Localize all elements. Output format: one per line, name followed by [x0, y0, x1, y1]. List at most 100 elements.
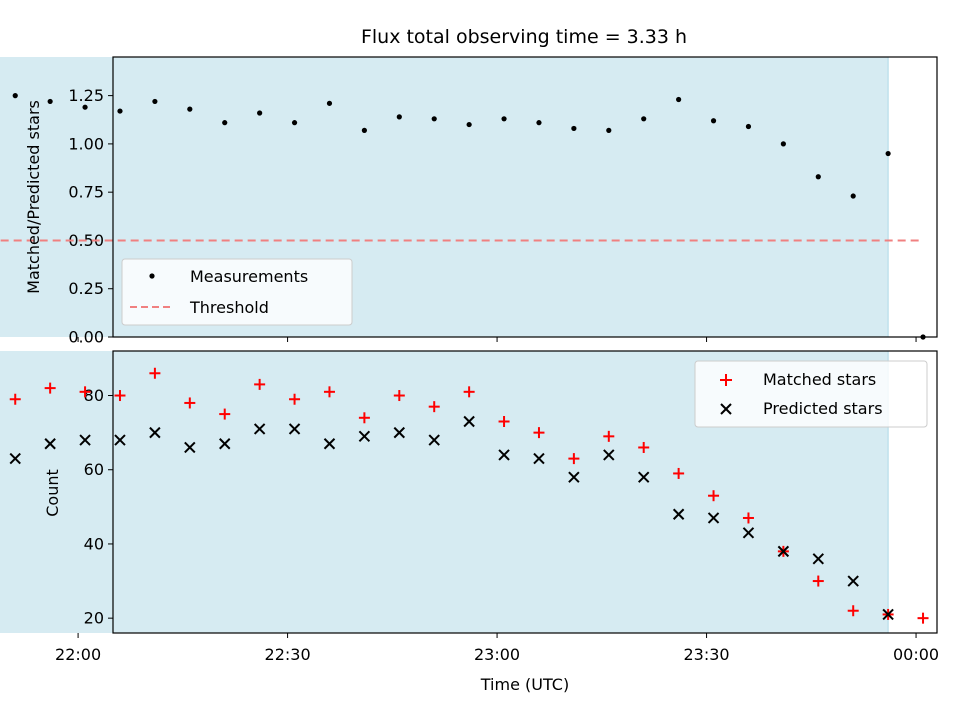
- matched-star-point: [603, 430, 615, 442]
- predicted-star-point: [742, 527, 755, 539]
- y-tick-label: 20: [84, 609, 104, 628]
- measurement-point: [710, 118, 717, 124]
- predicted-star-point: [323, 438, 336, 450]
- matched-star-point: [638, 441, 650, 453]
- matched-star-point: [9, 393, 21, 405]
- measurement-point: [850, 193, 856, 199]
- matched-star-point: [708, 490, 720, 502]
- measurement-point: [396, 114, 402, 120]
- measurements-series: [12, 93, 926, 340]
- measurement-point: [780, 141, 786, 147]
- measurement-point: [676, 96, 682, 103]
- matched-star-point: [254, 378, 266, 390]
- matched-star-point: [393, 390, 405, 402]
- predicted-star-point: [672, 508, 685, 520]
- matched-star-point: [428, 401, 440, 413]
- y-tick-label: 80: [84, 386, 104, 405]
- predicted-star-point: [184, 441, 196, 454]
- measurement-point: [501, 116, 507, 122]
- measurement-point: [606, 127, 612, 133]
- matched-star-point: [114, 390, 126, 402]
- predicted-star-point: [882, 608, 894, 621]
- legend-label-predicted: Predicted stars: [763, 399, 883, 418]
- predicted-star-point: [777, 545, 790, 558]
- predicted-star-point: [358, 430, 371, 443]
- predicted-star-point: [498, 449, 510, 461]
- matched-star-point: [533, 427, 545, 439]
- matched-star-point: [358, 412, 370, 424]
- matched-star-point: [847, 605, 859, 617]
- legend-label-measurements: Measurements: [190, 267, 308, 286]
- x-tick-label: 23:00: [474, 645, 520, 664]
- matched-star-point: [79, 386, 91, 398]
- ratio-legend-box: [121, 258, 353, 326]
- matched-star-point: [323, 386, 335, 398]
- predicted-star-point: [114, 434, 126, 446]
- matched-stars-series: [9, 367, 929, 624]
- ratio-x-ticks: [77, 337, 917, 342]
- measurement-point: [187, 106, 193, 112]
- predicted-star-point: [847, 575, 859, 587]
- predicted-star-point: [533, 452, 545, 465]
- predicted-star-point: [44, 438, 56, 450]
- matched-star-point: [44, 382, 56, 394]
- measurement-point: [885, 150, 891, 157]
- predicted-star-point: [253, 423, 266, 435]
- x-tick-label: 23:30: [684, 645, 730, 664]
- ratio-panel: 0.000.250.500.751.001.25 Matched/Predict…: [0, 56, 938, 347]
- y-tick-label: 40: [84, 534, 104, 553]
- measurement-point: [571, 125, 577, 132]
- measurement-point: [641, 116, 647, 122]
- count-y-ticks: 20 40 60 80: [84, 386, 113, 628]
- predicted-star-point: [603, 449, 615, 461]
- legend-marker-predicted: [720, 403, 732, 415]
- predicted-star-point: [79, 434, 91, 446]
- measurement-point: [152, 98, 158, 105]
- measurement-point: [82, 104, 88, 110]
- matched-star-point: [184, 397, 196, 409]
- y-tick-label: 1.00: [68, 134, 104, 153]
- x-tick-label: 22:00: [55, 645, 101, 664]
- measurement-point: [291, 120, 298, 126]
- x-tick-label: 00:00: [893, 645, 939, 664]
- predicted-star-point: [428, 434, 440, 446]
- predicted-star-point: [812, 553, 824, 565]
- measurement-point: [257, 110, 263, 116]
- predicted-star-point: [707, 512, 720, 524]
- predicted-star-point: [288, 423, 301, 435]
- matched-star-point: [742, 512, 754, 524]
- matched-star-point: [673, 467, 685, 479]
- legend-marker-matched: [720, 374, 732, 386]
- predicted-star-point: [638, 471, 650, 483]
- legend-label-matched: Matched stars: [763, 370, 876, 389]
- chart-title: Flux total observing time = 3.33 h: [361, 26, 687, 48]
- y-tick-label: 0.75: [68, 183, 104, 202]
- predicted-star-point: [393, 426, 406, 439]
- ratio-panel-frame: [112, 56, 938, 338]
- measurement-point: [431, 116, 437, 122]
- matched-star-point: [463, 386, 475, 398]
- y-tick-label: 1.25: [68, 86, 104, 105]
- predicted-star-point: [219, 438, 231, 450]
- matched-star-point: [568, 453, 580, 465]
- matched-star-point: [498, 416, 510, 427]
- measurement-point: [466, 121, 472, 128]
- matched-star-point: [219, 408, 231, 420]
- measurement-point: [222, 120, 228, 126]
- measurement-point: [536, 120, 542, 126]
- matched-star-point: [917, 612, 929, 624]
- y-tick-label: 0.00: [68, 328, 104, 347]
- y-tick-label: 60: [84, 460, 104, 479]
- predicted-stars-series: [9, 415, 894, 621]
- measurement-point: [745, 123, 752, 130]
- ratio-y-axis-label: Matched/Predicted stars: [24, 100, 43, 294]
- count-legend: Matched stars Predicted stars: [694, 360, 928, 428]
- predicted-star-point: [463, 415, 475, 428]
- y-tick-label: 0.25: [68, 279, 104, 298]
- matched-star-point: [289, 393, 301, 405]
- measurement-point: [47, 98, 53, 105]
- count-y-axis-label: Count: [43, 469, 62, 517]
